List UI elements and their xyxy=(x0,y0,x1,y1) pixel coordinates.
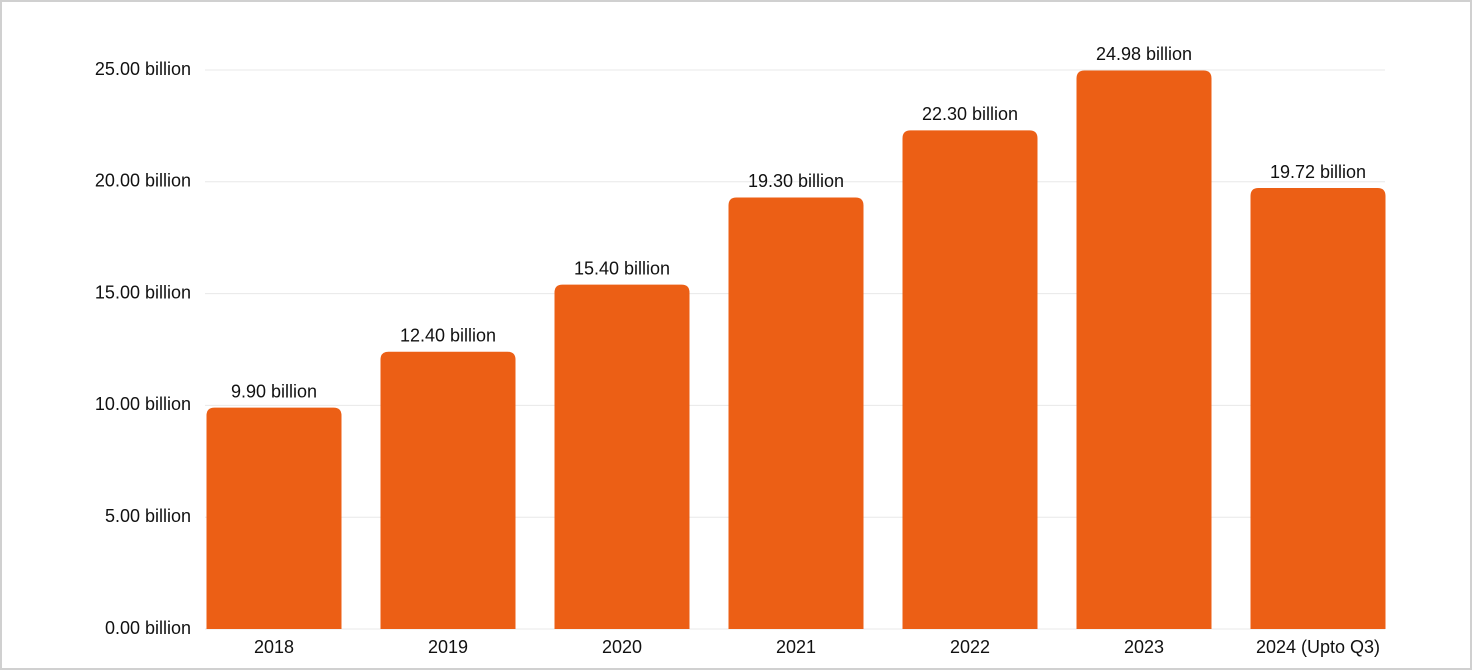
y-tick-label: 10.00 billion xyxy=(95,394,191,414)
y-tick-label: 20.00 billion xyxy=(95,171,191,191)
y-tick-label: 15.00 billion xyxy=(95,282,191,302)
value-label: 19.72 billion xyxy=(1270,162,1366,182)
y-tick-label: 25.00 billion xyxy=(95,59,191,79)
x-tick-label: 2023 xyxy=(1124,637,1164,657)
x-tick-label: 2018 xyxy=(254,637,294,657)
bar xyxy=(902,130,1038,629)
value-label: 22.30 billion xyxy=(922,104,1018,124)
x-tick-label: 2024 (Upto Q3) xyxy=(1256,637,1380,657)
x-tick-label: 2019 xyxy=(428,637,468,657)
bar xyxy=(554,284,690,629)
y-tick-label: 5.00 billion xyxy=(105,506,191,526)
y-tick-label: 0.00 billion xyxy=(105,618,191,638)
x-tick-label: 2021 xyxy=(776,637,816,657)
value-label: 24.98 billion xyxy=(1096,44,1192,64)
value-label: 12.40 billion xyxy=(400,325,496,345)
value-label: 9.90 billion xyxy=(231,381,317,401)
value-label: 19.30 billion xyxy=(748,171,844,191)
x-tick-label: 2022 xyxy=(950,637,990,657)
bar xyxy=(728,197,864,629)
bar xyxy=(1250,188,1386,630)
bar xyxy=(1076,70,1212,629)
bar xyxy=(206,407,342,629)
value-label: 15.40 billion xyxy=(574,258,670,278)
x-tick-label: 2020 xyxy=(602,637,642,657)
bar xyxy=(380,351,516,629)
